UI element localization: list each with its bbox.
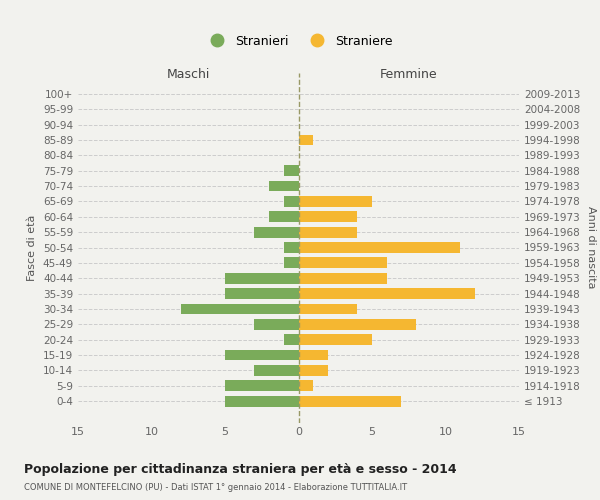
Bar xyxy=(284,196,299,207)
Y-axis label: Fasce di età: Fasce di età xyxy=(28,214,37,280)
Bar xyxy=(269,180,299,192)
Bar xyxy=(284,242,299,253)
Bar xyxy=(225,273,299,283)
Bar xyxy=(269,212,299,222)
Bar xyxy=(254,226,299,237)
Bar xyxy=(299,350,328,360)
Bar xyxy=(299,396,401,406)
Bar xyxy=(225,288,299,299)
Bar xyxy=(299,134,313,145)
Bar xyxy=(299,319,416,330)
Bar xyxy=(299,273,387,283)
Text: Femmine: Femmine xyxy=(380,68,437,82)
Bar xyxy=(181,304,299,314)
Bar xyxy=(225,396,299,406)
Bar xyxy=(299,258,387,268)
Bar xyxy=(299,380,313,391)
Bar xyxy=(299,196,372,207)
Legend: Stranieri, Straniere: Stranieri, Straniere xyxy=(199,30,398,53)
Text: Maschi: Maschi xyxy=(167,68,210,82)
Bar xyxy=(299,334,372,345)
Bar xyxy=(284,166,299,176)
Bar xyxy=(299,242,460,253)
Bar xyxy=(284,334,299,345)
Bar xyxy=(299,288,475,299)
Y-axis label: Anni di nascita: Anni di nascita xyxy=(586,206,596,289)
Bar xyxy=(254,319,299,330)
Bar xyxy=(299,304,358,314)
Text: COMUNE DI MONTEFELCINO (PU) - Dati ISTAT 1° gennaio 2014 - Elaborazione TUTTITAL: COMUNE DI MONTEFELCINO (PU) - Dati ISTAT… xyxy=(24,484,407,492)
Bar xyxy=(299,226,358,237)
Bar xyxy=(254,365,299,376)
Bar xyxy=(299,365,328,376)
Bar xyxy=(299,212,358,222)
Bar xyxy=(225,380,299,391)
Bar xyxy=(225,350,299,360)
Bar xyxy=(284,258,299,268)
Text: Popolazione per cittadinanza straniera per età e sesso - 2014: Popolazione per cittadinanza straniera p… xyxy=(24,462,457,475)
